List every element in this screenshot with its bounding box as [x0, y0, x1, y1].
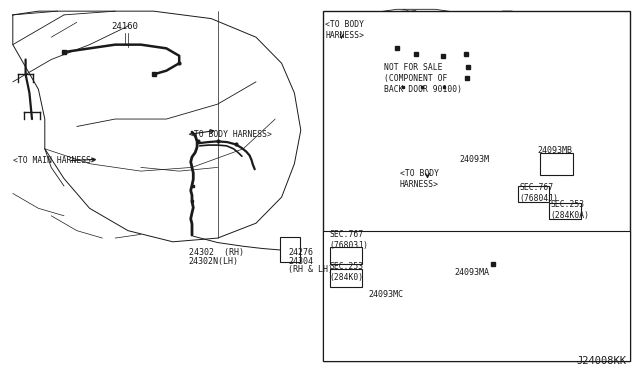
Text: SEC.253
(284K0A): SEC.253 (284K0A) [550, 200, 589, 220]
Text: <TO BODY
HARNESS>: <TO BODY HARNESS> [400, 169, 438, 189]
Text: J24008KK: J24008KK [576, 356, 626, 366]
Text: 24093MA: 24093MA [454, 268, 490, 277]
Bar [549, 203, 581, 219]
Text: SEC.767
(76804J): SEC.767 (76804J) [520, 183, 559, 203]
Bar [518, 186, 549, 202]
Bar [330, 247, 362, 264]
Text: <TO BODY
HARNESS>: <TO BODY HARNESS> [325, 20, 364, 40]
Text: NOT FOR SALE
(COMPONENT OF
BACK DOOR 90100): NOT FOR SALE (COMPONENT OF BACK DOOR 901… [384, 62, 462, 94]
Bar [323, 231, 630, 361]
Text: SEC.253
(284K0): SEC.253 (284K0) [330, 262, 364, 282]
Bar [280, 237, 300, 262]
Text: (RH & LH): (RH & LH) [288, 265, 333, 274]
Text: 24302  (RH): 24302 (RH) [189, 248, 244, 257]
Text: 24276: 24276 [288, 248, 313, 257]
Bar [323, 11, 630, 361]
Bar [540, 153, 573, 175]
Text: 24093MB: 24093MB [538, 146, 573, 155]
Text: <TO BODY HARNESS>: <TO BODY HARNESS> [189, 130, 271, 139]
Text: 24093MC: 24093MC [368, 290, 403, 299]
Text: 24160: 24160 [111, 22, 138, 31]
Text: 24304: 24304 [288, 257, 313, 266]
Text: 24302N(LH): 24302N(LH) [189, 257, 239, 266]
Bar [330, 269, 362, 287]
Text: 24093M: 24093M [460, 155, 490, 164]
Text: SEC.767
(76803J): SEC.767 (76803J) [330, 230, 369, 250]
Text: <TO MAIN HARNESS>: <TO MAIN HARNESS> [13, 156, 95, 165]
